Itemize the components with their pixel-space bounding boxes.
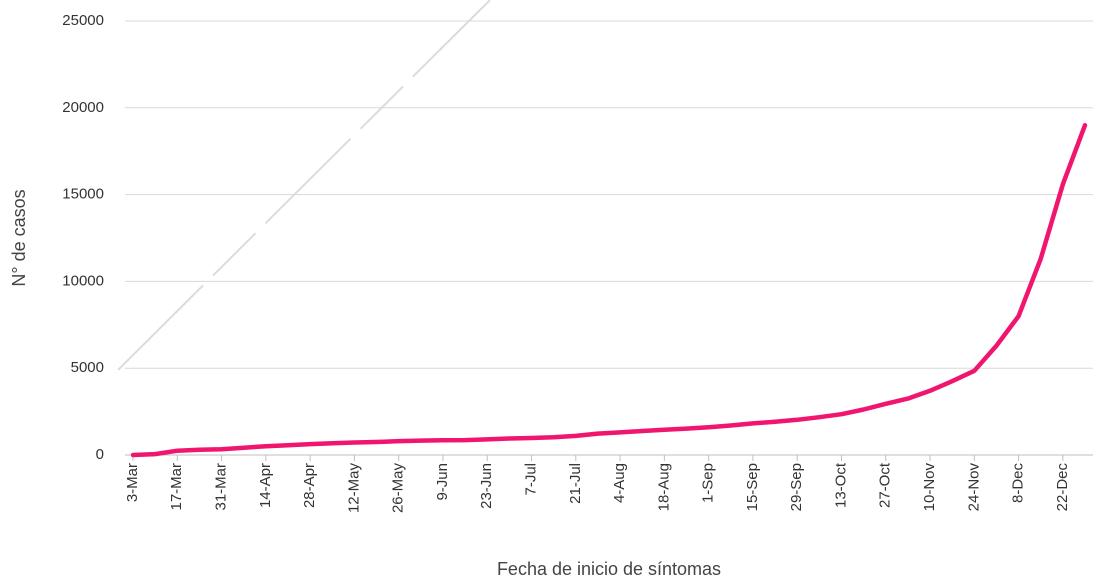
x-tick-label: 9-Jun [434,463,451,501]
y-tick-label: 15000 [62,186,104,203]
x-tick-label: 13-Oct [832,462,849,508]
x-tick-label: 23-Jun [478,463,495,509]
artifact-line [117,0,491,371]
x-tick-label: 10-Nov [921,463,938,512]
x-axis-title: Fecha de inicio de síntomas [497,559,721,579]
x-tick-label: 3-Mar [124,463,141,502]
x-tick-label: 14-Apr [257,463,274,508]
x-tick-label: 4-Aug [611,463,628,503]
x-tick-label: 22-Dec [1054,463,1071,512]
x-tick-label: 24-Nov [965,463,982,512]
x-tick-label: 29-Sep [788,463,805,511]
y-tick-label: 10000 [62,272,104,289]
x-tick-label: 21-Jul [567,463,584,504]
x-tick-label: 26-May [390,463,407,514]
x-tick-label: 31-Mar [213,463,230,511]
data-line [130,122,1088,458]
y-tick-label: 20000 [62,99,104,116]
x-tick-label: 28-Apr [301,463,318,508]
y-axis-title: N° de casos [9,189,29,286]
x-tick-label: 18-Aug [655,463,672,511]
x-tick-label: 1-Sep [700,463,717,503]
y-tick-label: 0 [96,446,104,463]
x-tick-label: 27-Oct [877,462,894,508]
x-tick-label: 7-Jul [522,463,539,496]
y-tick-label: 5000 [71,359,104,376]
x-tick-label: 17-Mar [168,463,185,511]
y-tick-label: 25000 [62,12,104,29]
x-tick-label: 15-Sep [744,463,761,511]
x-tick-label: 8-Dec [1010,463,1027,504]
x-tick-label: 12-May [345,463,362,514]
